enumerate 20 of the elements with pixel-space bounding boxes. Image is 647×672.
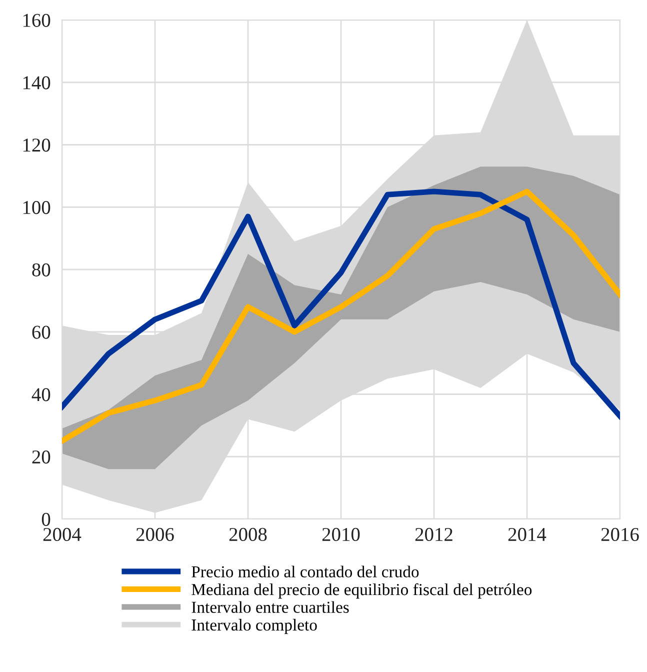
y-tick-label: 160 — [23, 14, 50, 27]
y-tick-label: 20 — [32, 450, 50, 464]
y-tick-label: 140 — [23, 76, 50, 90]
legend-label: Intervalo entre cuartiles — [192, 601, 349, 613]
x-tick-label: 2014 — [508, 528, 546, 542]
x-tick-label: 2008 — [229, 528, 267, 542]
y-tick-label: 0 — [42, 512, 50, 526]
x-tick-label: 2016 — [601, 528, 639, 542]
x-tick-label: 2004 — [43, 528, 82, 542]
y-tick-label: 40 — [32, 388, 50, 402]
y-tick-label: 60 — [32, 326, 50, 339]
legend-label: Precio medio al contado del crudo — [192, 566, 419, 578]
x-tick-label: 2010 — [322, 528, 360, 542]
legend-label: Mediana del precio de equilibrio fiscal del petróleo — [192, 583, 532, 599]
legend-label: Intervalo completo — [192, 618, 317, 634]
y-tick-label: 100 — [23, 200, 50, 214]
x-tick-label: 2012 — [415, 528, 452, 542]
y-tick-label: 80 — [32, 263, 50, 276]
x-tick-label: 2006 — [136, 528, 174, 542]
y-tick-label: 120 — [23, 138, 50, 152]
